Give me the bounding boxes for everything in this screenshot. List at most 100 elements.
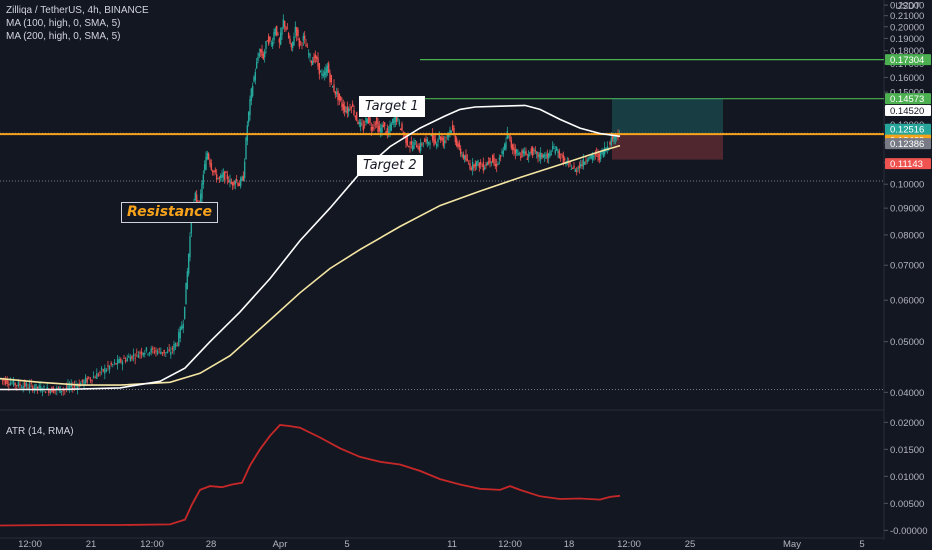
candle-body [383, 122, 386, 127]
candle-body [410, 141, 413, 145]
candle-body [237, 182, 239, 186]
candle-body [187, 253, 190, 274]
atr-tick-label: 0.01000 [890, 472, 924, 483]
candle-body [199, 193, 202, 209]
candle-body [347, 108, 350, 112]
candle-body [170, 351, 172, 355]
resistance-label[interactable]: Resistance [121, 202, 218, 223]
candle-body [446, 134, 449, 137]
candle-body [487, 161, 490, 164]
candle-body [351, 103, 354, 107]
candle-body [597, 152, 599, 158]
candle-body [176, 344, 178, 346]
candle-body [389, 124, 391, 132]
candle-body [99, 371, 101, 373]
candle-body [179, 327, 181, 339]
candle-body [521, 150, 523, 157]
ma200-label: MA (200, high, 0, SMA, 5) [6, 31, 121, 42]
candle-body [309, 53, 311, 57]
candle-body [570, 169, 573, 170]
candle-body [97, 374, 100, 376]
candle-body [96, 373, 98, 379]
candle-body [419, 142, 422, 152]
candle-body [527, 154, 530, 158]
atr-tick-label: 0.01500 [890, 445, 924, 456]
candle-body [391, 119, 394, 124]
candle-body [534, 150, 537, 152]
candle-body [478, 162, 481, 168]
candle-body [205, 156, 207, 170]
candle-body [517, 152, 519, 156]
symbol-legend[interactable]: Zilliqa / TetherUS, 4h, BINANCE [6, 4, 149, 17]
candle-body [575, 170, 578, 172]
candle-body [68, 385, 71, 388]
candle-body [147, 353, 149, 355]
candle-body [287, 33, 290, 39]
candle-body [120, 358, 122, 363]
candle-body [161, 352, 164, 354]
candle-body [562, 155, 565, 165]
candle-body [209, 159, 211, 165]
atr-label: ATR (14, RMA) [6, 426, 74, 437]
candle-body [513, 147, 515, 151]
long-position-tool[interactable] [612, 98, 723, 160]
candle-body [589, 156, 591, 160]
candle-body [365, 117, 367, 123]
candle-body [75, 385, 77, 387]
candle-body [274, 28, 277, 35]
candle-body [533, 149, 535, 151]
candle-body [497, 163, 499, 165]
candle-body [342, 104, 345, 110]
candle-body [535, 151, 538, 154]
price-tick-label: 0.07000 [890, 261, 924, 272]
candle-body [163, 349, 165, 354]
candle-body [390, 123, 393, 131]
ma200-line [0, 144, 621, 386]
candle-body [523, 151, 526, 154]
candle-body [319, 70, 322, 73]
ma100-legend[interactable]: MA (100, high, 0, SMA, 5) [6, 17, 121, 30]
candle-body [453, 127, 455, 135]
candle-body [139, 352, 141, 354]
candle-body [590, 154, 593, 158]
candle-body [345, 110, 347, 112]
atr-legend[interactable]: ATR (14, RMA) [6, 425, 74, 438]
candle-body [401, 123, 403, 131]
candle-body [518, 153, 521, 154]
candle-body [457, 144, 459, 148]
price-badge [885, 104, 931, 116]
candle-body [150, 348, 152, 353]
price-badge-text: 0.12516 [890, 125, 924, 136]
ma200-legend[interactable]: MA (200, high, 0, SMA, 5) [6, 30, 121, 43]
candle-body [35, 383, 37, 390]
candle-body [606, 146, 609, 151]
atr-tick-label: 0.02000 [890, 418, 924, 429]
candle-body [437, 139, 439, 143]
candle-body [254, 72, 257, 81]
candle-body [4, 378, 7, 385]
target1-label[interactable]: Target 1 [359, 96, 425, 117]
candle-body [498, 157, 501, 160]
candle-body [60, 391, 63, 393]
candle-body [48, 389, 50, 394]
candle-body [16, 385, 18, 386]
candle-body [11, 382, 13, 384]
candle-body [425, 138, 427, 141]
candle-body [24, 381, 26, 388]
candle-body [598, 153, 601, 161]
candle-body [503, 144, 506, 151]
candle-body [374, 123, 377, 125]
candle-body [238, 183, 241, 187]
candle-body [291, 41, 294, 49]
candle-body [249, 99, 251, 116]
target2-label[interactable]: Target 2 [357, 155, 423, 176]
candle-body [28, 384, 31, 389]
candle-body [549, 151, 551, 156]
price-badge [885, 138, 931, 150]
candle-body [275, 25, 278, 36]
candle-body [421, 144, 423, 145]
candle-body [8, 383, 10, 386]
candle-body [486, 162, 489, 166]
price-tick-label: 0.21000 [890, 11, 924, 22]
